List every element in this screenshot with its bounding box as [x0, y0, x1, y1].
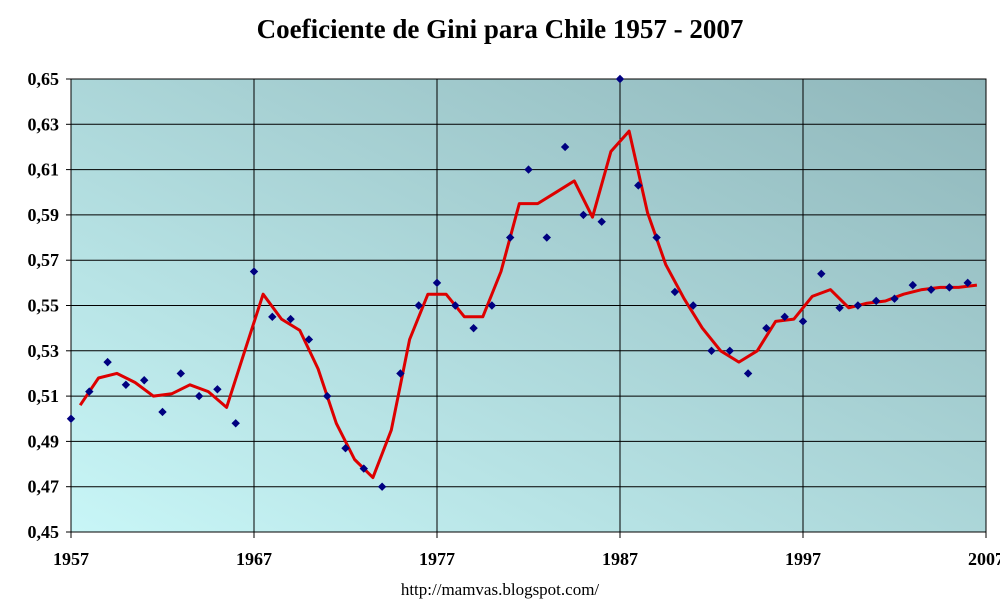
data-point — [634, 181, 643, 190]
data-point — [268, 312, 277, 322]
data-point — [194, 391, 204, 401]
chart-title: Coeficiente de Gini para Chile 1957 - 20… — [256, 14, 744, 44]
data-point — [689, 301, 698, 310]
x-tick-label: 1977 — [419, 549, 455, 569]
data-point — [377, 482, 387, 491]
data-point — [66, 414, 76, 423]
data-point — [85, 387, 94, 396]
data-point — [396, 369, 405, 378]
data-point — [762, 323, 771, 333]
data-point — [853, 301, 863, 310]
data-point — [524, 165, 533, 174]
y-tick-label: 0,55 — [28, 296, 60, 316]
data-point — [560, 142, 570, 152]
data-point — [890, 294, 899, 303]
data-point — [872, 296, 881, 306]
data-point — [817, 269, 826, 278]
data-point — [451, 301, 460, 310]
data-point — [158, 407, 167, 417]
data-point — [286, 314, 295, 324]
data-point — [231, 419, 240, 428]
y-tick-label: 0,45 — [28, 522, 60, 542]
data-point — [579, 210, 588, 220]
x-tick-label: 2007 — [968, 549, 1000, 569]
data-point — [725, 346, 734, 355]
data-point — [487, 301, 497, 310]
data-point — [945, 283, 954, 292]
data-point — [542, 233, 551, 242]
footer-url: http://mamvas.blogspot.com/ — [400, 580, 600, 599]
x-tick-label: 1997 — [785, 549, 821, 569]
y-tick-label: 0,49 — [28, 431, 60, 451]
data-point — [432, 278, 442, 288]
x-tick-label: 1987 — [602, 549, 638, 569]
data-point — [176, 369, 185, 378]
data-point — [670, 287, 680, 297]
data-point — [597, 217, 606, 226]
data-point — [963, 278, 972, 288]
trend-line-layer — [78, 129, 978, 480]
data-point — [213, 385, 222, 394]
data-point — [707, 346, 716, 355]
data-point — [652, 233, 661, 242]
data-point — [743, 369, 753, 378]
data-point — [926, 285, 936, 294]
data-point — [780, 312, 789, 322]
y-tick-label: 0,61 — [28, 160, 60, 180]
data-point — [615, 74, 625, 84]
data-point — [249, 267, 259, 276]
y-tick-label: 0,51 — [28, 386, 60, 406]
y-tick-label: 0,59 — [28, 205, 60, 225]
data-point — [103, 357, 112, 367]
data-point — [359, 464, 368, 473]
y-axis-tick-labels: 0,45 0,47 0,49 0,51 0,53 0,55 0,57 0,59 0,61 0,63… — [28, 69, 60, 542]
y-tick-label: 0,65 — [28, 69, 60, 89]
data-point — [414, 301, 423, 310]
axes — [66, 78, 987, 538]
y-tick-label: 0,53 — [28, 341, 60, 361]
data-point — [835, 303, 844, 312]
data-point — [908, 280, 917, 290]
data-point — [323, 391, 332, 401]
x-tick-label: 1967 — [236, 549, 272, 569]
data-point — [469, 323, 478, 333]
y-tick-label: 0,63 — [28, 114, 60, 134]
y-tick-label: 0,57 — [28, 250, 60, 270]
data-point — [798, 317, 808, 326]
data-point — [304, 335, 314, 344]
data-point — [121, 380, 131, 389]
y-tick-label: 0,47 — [28, 477, 60, 497]
x-tick-label: 1957 — [53, 549, 89, 569]
trend-line — [78, 129, 978, 480]
data-point — [341, 443, 350, 453]
data-point — [140, 376, 149, 385]
scatter-points-layer — [66, 74, 972, 491]
data-point — [506, 233, 515, 242]
x-axis-tick-labels: 1957 1967 1977 1987 1997 2007 — [53, 549, 1000, 569]
